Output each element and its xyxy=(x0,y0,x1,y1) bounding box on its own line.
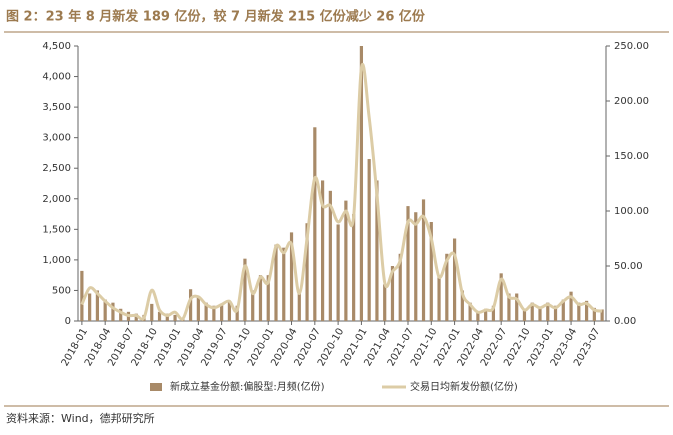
bar xyxy=(111,302,115,321)
bar xyxy=(553,305,558,321)
y-tick-label: 1,000 xyxy=(42,255,71,266)
bar xyxy=(165,313,169,321)
bar xyxy=(390,266,395,321)
bar xyxy=(134,313,138,321)
bar xyxy=(406,206,410,321)
bar xyxy=(150,303,154,321)
bar xyxy=(204,302,208,321)
bar xyxy=(468,302,472,321)
bar xyxy=(530,302,534,321)
bar xyxy=(80,270,84,321)
y-tick-label: 4,500 xyxy=(42,41,71,52)
bar xyxy=(320,180,325,321)
bar xyxy=(499,273,503,321)
bar xyxy=(157,311,162,321)
bar xyxy=(243,258,247,321)
y-tick-label: 2,500 xyxy=(42,163,71,174)
bar xyxy=(538,308,542,321)
legend-label: 交易日均新发份额(亿份) xyxy=(410,380,518,393)
bar xyxy=(375,180,379,321)
bar xyxy=(522,308,527,321)
bar xyxy=(383,284,387,321)
bar xyxy=(305,223,309,321)
bar xyxy=(173,314,177,321)
bar xyxy=(251,290,255,321)
y-tick-label: 3,500 xyxy=(42,102,71,113)
y2-tick-label: 150.00 xyxy=(614,151,649,162)
y2-tick-label: 50.00 xyxy=(614,261,643,272)
bar xyxy=(484,308,488,321)
bar xyxy=(359,46,364,321)
bar xyxy=(515,293,519,321)
bar xyxy=(429,222,433,321)
bar xyxy=(188,289,193,321)
bar xyxy=(367,159,371,321)
bar xyxy=(344,200,348,321)
bar xyxy=(592,307,596,321)
bar xyxy=(445,253,449,321)
bar xyxy=(235,305,239,321)
bar xyxy=(600,309,604,321)
bar xyxy=(297,290,301,321)
bar xyxy=(88,293,92,321)
bar xyxy=(266,275,270,321)
bar xyxy=(274,244,278,321)
legend-swatch xyxy=(150,383,162,391)
line xyxy=(80,63,603,321)
bar xyxy=(282,247,286,321)
y2-tick-label: 0.00 xyxy=(614,316,636,327)
bar xyxy=(414,212,418,321)
bar xyxy=(220,304,224,321)
bar xyxy=(437,275,441,321)
bar xyxy=(103,299,107,321)
y-tick-label: 3,000 xyxy=(42,133,71,144)
chart-title: 图 2：23 年 8 月新发 189 亿份，较 7 月新发 215 亿份减少 2… xyxy=(6,9,426,25)
bar xyxy=(258,275,263,321)
bar xyxy=(336,224,340,321)
bar xyxy=(460,290,464,321)
bar xyxy=(476,311,480,321)
bar xyxy=(584,300,589,321)
source: 资料来源：Wind，德邦研究所 xyxy=(6,411,155,425)
bar xyxy=(212,305,216,321)
y-tick-label: 1,500 xyxy=(42,224,71,235)
bar xyxy=(398,253,402,321)
y-tick-label: 4,000 xyxy=(42,72,71,83)
bar xyxy=(421,199,426,321)
bar xyxy=(227,300,232,321)
bar xyxy=(561,299,565,321)
bar xyxy=(507,293,511,321)
bar xyxy=(119,308,123,321)
bar xyxy=(95,290,100,321)
y-tick-label: 2,000 xyxy=(42,194,71,205)
y-tick-label: 500 xyxy=(52,285,71,296)
bar xyxy=(328,190,332,321)
bar xyxy=(491,305,496,321)
bar xyxy=(289,232,294,321)
bar xyxy=(452,238,457,321)
legend-label: 新成立基金份额:偏股型:月频(亿份) xyxy=(170,380,325,393)
y2-tick-label: 250.00 xyxy=(614,41,649,52)
bar xyxy=(352,214,356,321)
y2-tick-label: 100.00 xyxy=(614,206,649,217)
y-tick-label: 0 xyxy=(65,316,71,327)
y2-tick-label: 200.00 xyxy=(614,96,649,107)
bar xyxy=(546,302,550,321)
bar xyxy=(196,296,200,321)
bar xyxy=(569,291,573,321)
bar xyxy=(577,302,581,321)
bar xyxy=(313,127,317,322)
